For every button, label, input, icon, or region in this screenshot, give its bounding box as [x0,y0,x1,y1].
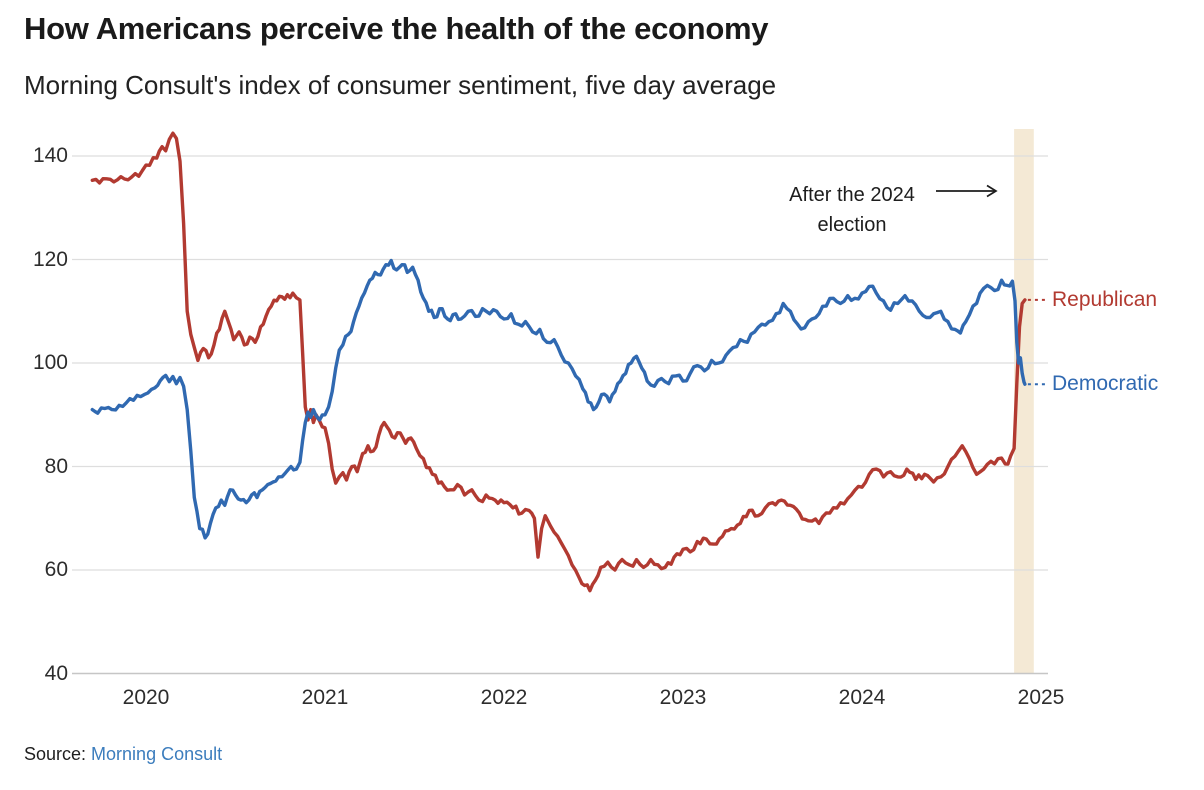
y-tick-40: 40 [44,661,68,685]
x-tick-2020: 2020 [122,686,170,709]
republican-line [90,131,1027,593]
page-title: How Americans perceive the health of the… [24,11,769,46]
election-annotation: After the 2024 election [768,180,936,240]
x-tick-2024: 2024 [838,686,886,709]
democratic-line [90,258,1027,540]
source-link[interactable]: Morning Consult [91,744,223,764]
election-annotation-line2: election [817,214,887,236]
source-prefix: Source: [24,744,87,764]
x-tick-2025: 2025 [1017,686,1065,709]
election-annotation-line1: After the 2024 [789,184,915,206]
y-tick-80: 80 [44,454,68,478]
x-tick-2022: 2022 [480,686,528,709]
y-tick-100: 100 [32,351,68,374]
legend-label-republican: Republican [1052,287,1158,311]
source-line: Source: Morning Consult [24,744,222,765]
y-tick-140: 140 [32,144,68,167]
x-tick-2021: 2021 [301,686,349,709]
legend-label-democratic: Democratic [1052,372,1159,396]
y-tick-120: 120 [32,247,68,271]
x-tick-2023: 2023 [659,686,707,709]
election-band [1014,129,1034,674]
chart-subtitle: Morning Consult's index of consumer sent… [24,70,777,100]
annotation-arrow-head-icon [986,184,998,198]
y-tick-60: 60 [44,558,68,581]
